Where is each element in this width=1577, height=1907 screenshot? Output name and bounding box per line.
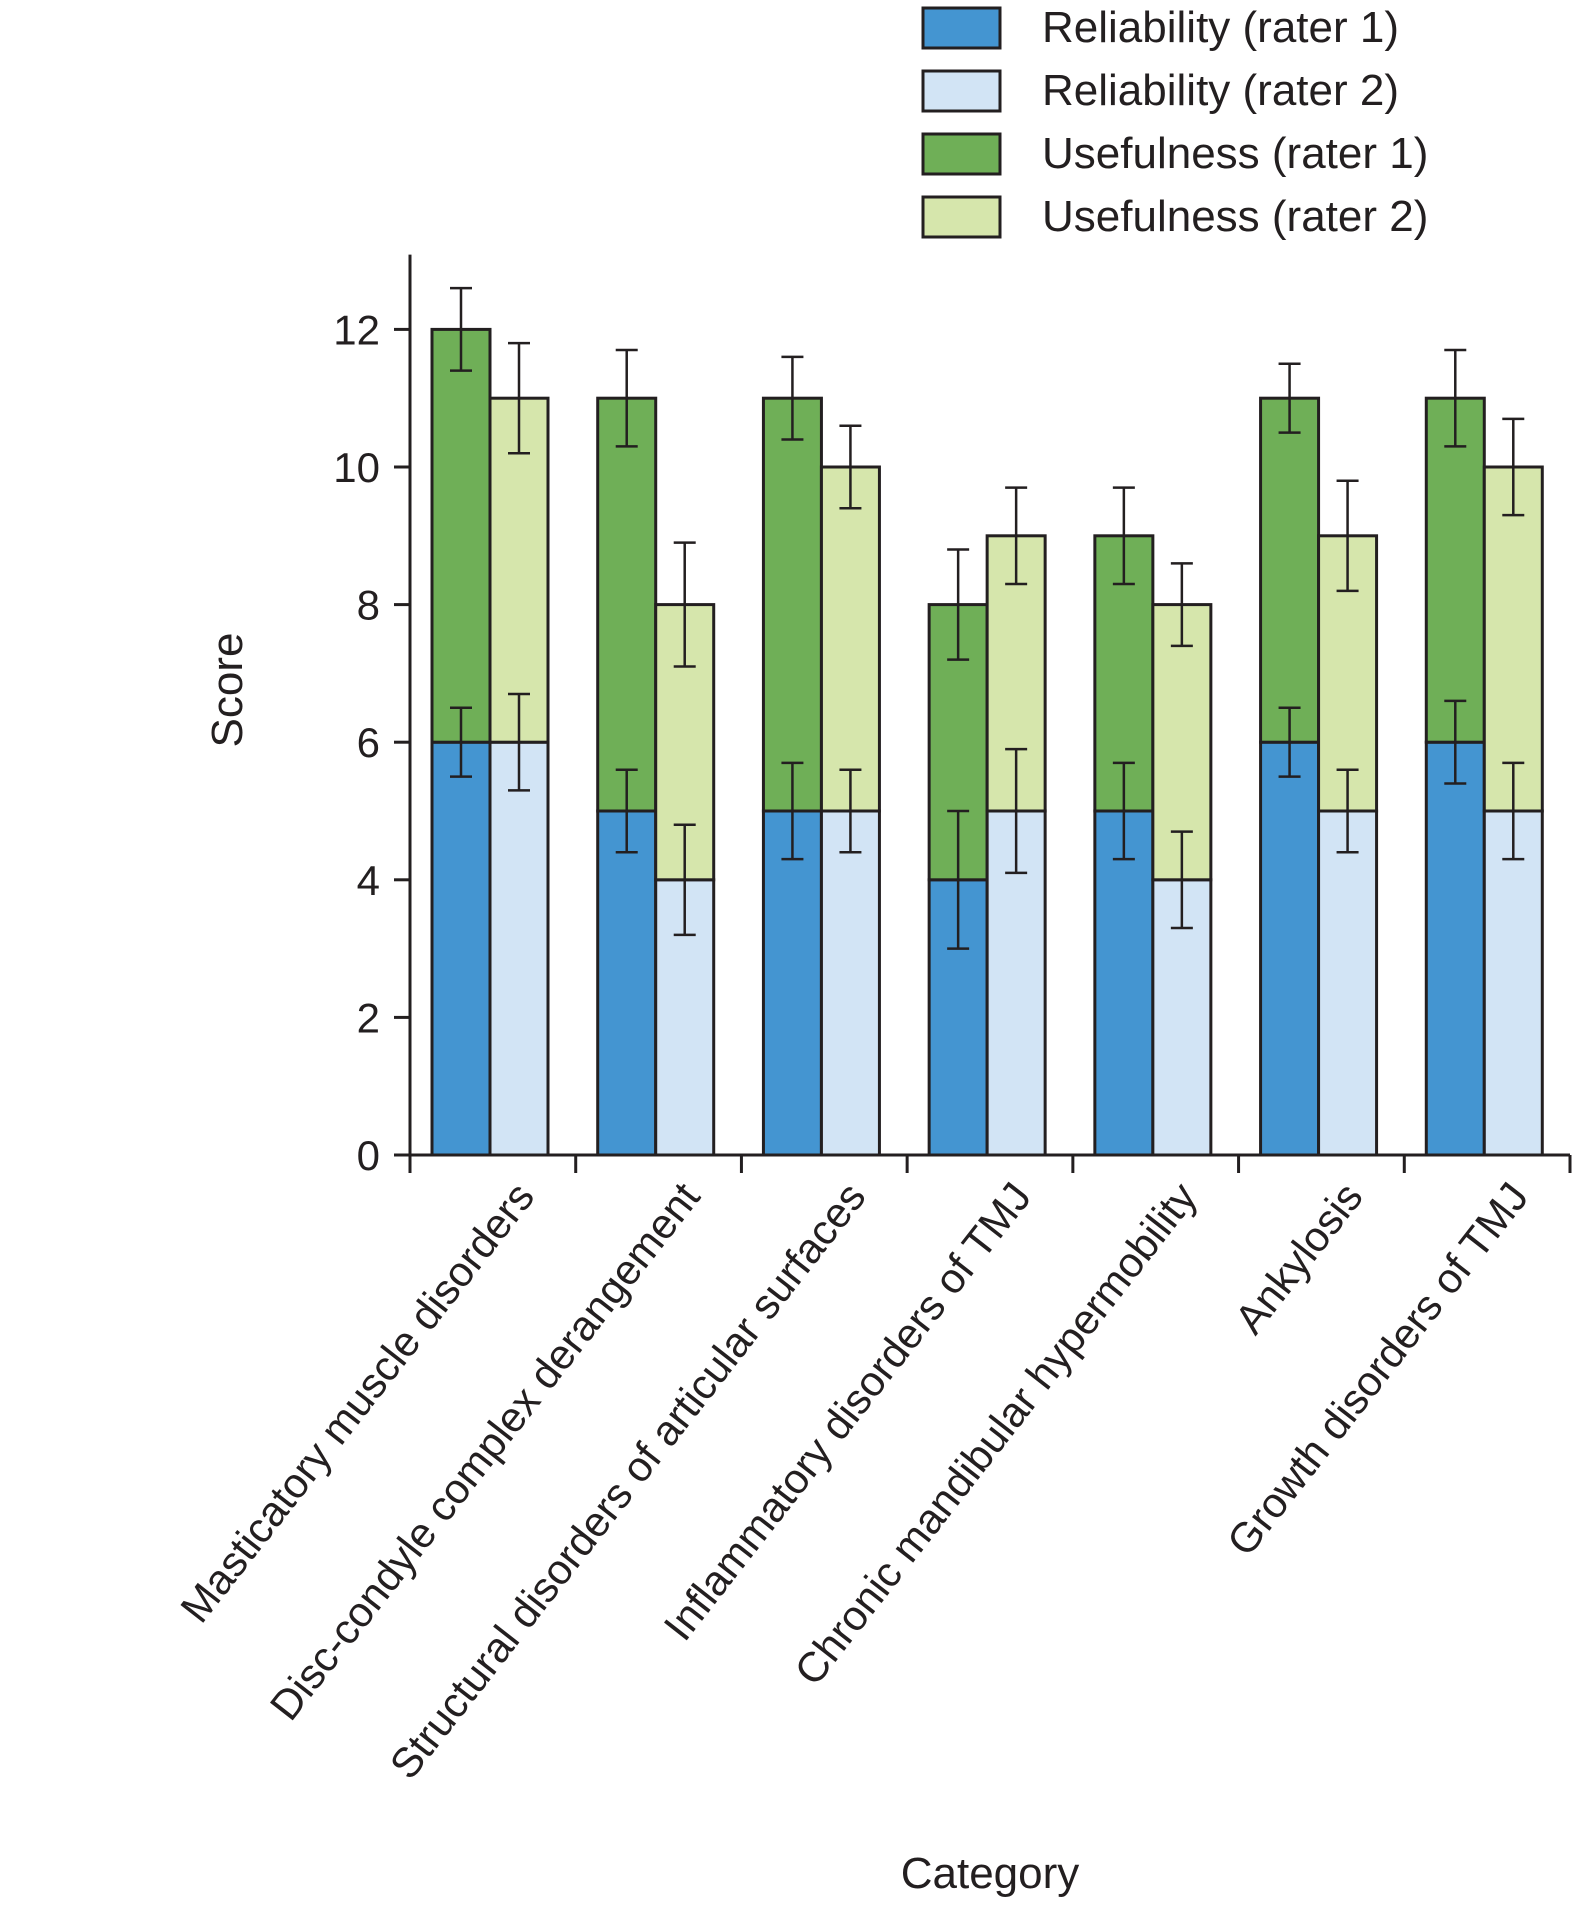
legend-label: Usefulness (rater 1) bbox=[1042, 129, 1428, 178]
error-bar-usefulness-rater-2-4 bbox=[1005, 486, 1028, 586]
bar-usefulness-rater-2-1 bbox=[488, 396, 550, 744]
error-bar-reliability-rater-1-7 bbox=[1444, 699, 1467, 785]
error-bar-usefulness-rater-1-3 bbox=[781, 355, 804, 441]
x-category-label: Ankylosis bbox=[1225, 1174, 1371, 1343]
x-axis-title: Category bbox=[901, 1849, 1080, 1898]
error-bar-usefulness-rater-2-6 bbox=[1336, 479, 1359, 593]
bar-reliability-rater-1-1 bbox=[430, 740, 492, 1157]
error-bar-reliability-rater-1-2 bbox=[615, 768, 638, 854]
legend-swatch bbox=[921, 6, 1002, 50]
legend: Reliability (rater 1) Reliability (rater … bbox=[921, 3, 1428, 241]
y-tick-label: 0 bbox=[357, 1132, 380, 1179]
y-tick-label: 2 bbox=[357, 994, 380, 1041]
error-bar-reliability-rater-2-7 bbox=[1502, 761, 1525, 861]
legend-swatch bbox=[921, 132, 1002, 176]
bar-reliability-rater-2-1 bbox=[488, 740, 550, 1157]
error-bar-reliability-rater-2-4 bbox=[1005, 747, 1028, 875]
error-bar-reliability-rater-1-4 bbox=[947, 809, 970, 950]
error-bar-reliability-rater-2-5 bbox=[1170, 830, 1193, 930]
legend-item-4: Usefulness (rater 2) bbox=[921, 192, 1428, 241]
y-tick-label: 10 bbox=[333, 444, 380, 491]
error-bar-usefulness-rater-1-4 bbox=[947, 548, 970, 661]
error-bar-reliability-rater-2-6 bbox=[1336, 768, 1359, 854]
error-bar-usefulness-rater-2-5 bbox=[1170, 562, 1193, 648]
x-category-label: Growth disorders of TMJ bbox=[1218, 1174, 1538, 1565]
bar-usefulness-rater-1-7 bbox=[1424, 396, 1486, 744]
legend-label: Reliability (rater 1) bbox=[1042, 3, 1399, 52]
bar-reliability-rater-1-3 bbox=[761, 809, 823, 1157]
error-bar-usefulness-rater-1-7 bbox=[1444, 348, 1467, 448]
bar-marks bbox=[430, 327, 1544, 1157]
y-tick-label: 6 bbox=[357, 719, 380, 766]
bar-reliability-rater-2-7 bbox=[1482, 809, 1544, 1157]
legend-swatch bbox=[921, 69, 1002, 113]
y-axis-title: Score bbox=[203, 633, 252, 748]
bar-usefulness-rater-1-1 bbox=[430, 327, 492, 744]
bar-reliability-rater-2-6 bbox=[1317, 809, 1379, 1157]
error-bar-usefulness-rater-2-3 bbox=[839, 424, 862, 510]
error-bar-usefulness-rater-2-1 bbox=[508, 341, 530, 455]
x-axis: Masticatory muscle disordersDisc-condyle… bbox=[171, 1153, 1572, 1787]
y-axis: 0 2 4 6 8 10 12 bbox=[333, 254, 412, 1179]
error-bar-reliability-rater-2-1 bbox=[508, 692, 530, 792]
bar-reliability-rater-1-2 bbox=[596, 809, 658, 1157]
bar-usefulness-rater-2-7 bbox=[1482, 465, 1544, 813]
error-bars bbox=[450, 286, 1525, 950]
error-bar-usefulness-rater-1-6 bbox=[1278, 362, 1301, 434]
x-category-label: Masticatory muscle disorders bbox=[171, 1174, 543, 1631]
legend-item-3: Usefulness (rater 1) bbox=[921, 129, 1428, 178]
bar-usefulness-rater-1-6 bbox=[1259, 396, 1321, 744]
legend-label: Reliability (rater 2) bbox=[1042, 66, 1399, 115]
error-bar-reliability-rater-1-1 bbox=[450, 706, 472, 778]
error-bar-usefulness-rater-1-5 bbox=[1112, 486, 1135, 586]
error-bar-usefulness-rater-1-2 bbox=[615, 348, 638, 448]
bar-usefulness-rater-1-2 bbox=[596, 396, 658, 813]
legend-label: Usefulness (rater 2) bbox=[1042, 192, 1428, 241]
y-tick-label: 12 bbox=[333, 306, 380, 353]
error-bar-reliability-rater-1-5 bbox=[1112, 761, 1135, 861]
bar-reliability-rater-1-6 bbox=[1259, 740, 1321, 1157]
legend-item-1: Reliability (rater 1) bbox=[921, 3, 1399, 52]
error-bar-reliability-rater-1-6 bbox=[1278, 706, 1301, 778]
y-tick-label: 8 bbox=[357, 582, 380, 629]
error-bar-usefulness-rater-2-2 bbox=[673, 541, 696, 668]
error-bar-usefulness-rater-2-7 bbox=[1502, 417, 1525, 517]
bar-usefulness-rater-2-3 bbox=[819, 465, 881, 813]
bar-usefulness-rater-1-3 bbox=[761, 396, 823, 813]
legend-item-2: Reliability (rater 2) bbox=[921, 66, 1399, 115]
error-bar-reliability-rater-2-2 bbox=[673, 823, 696, 937]
legend-swatch bbox=[921, 195, 1002, 239]
error-bar-usefulness-rater-1-1 bbox=[450, 286, 472, 372]
error-bar-reliability-rater-1-3 bbox=[781, 761, 804, 861]
bar-reliability-rater-1-7 bbox=[1424, 740, 1486, 1157]
y-tick-label: 4 bbox=[357, 857, 380, 904]
bar-reliability-rater-2-3 bbox=[819, 809, 881, 1157]
bar-reliability-rater-1-5 bbox=[1093, 809, 1155, 1157]
error-bar-reliability-rater-2-3 bbox=[839, 768, 862, 854]
